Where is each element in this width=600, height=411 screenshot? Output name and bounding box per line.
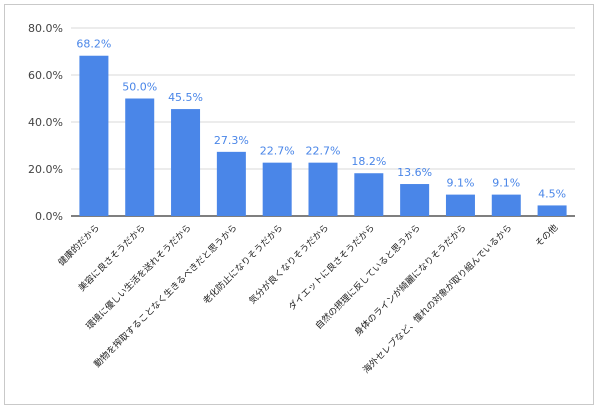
- data-label: 9.1%: [446, 177, 474, 190]
- data-label: 68.2%: [76, 38, 111, 51]
- data-labels: 68.2% 50.0% 45.5% 27.3% 22.7% 22.7% 18.2% 13.6%…: [76, 38, 566, 201]
- y-tick-label: 40.0%: [28, 116, 63, 129]
- category-label: ダイエットに良さそうだから: [286, 222, 377, 313]
- chart-frame: 0.0% 20.0% 40.0% 60.0% 80.0% 68.2% 50.0% 45.5%…: [4, 4, 594, 405]
- data-label: 22.7%: [306, 145, 341, 158]
- data-label: 22.7%: [260, 145, 295, 158]
- category-label: その他: [533, 222, 561, 250]
- category-label: 気分が良くなりそうだから: [246, 222, 331, 307]
- y-tick-label: 0.0%: [35, 210, 63, 223]
- category-label: 健康的だから: [55, 222, 102, 269]
- bar: [354, 173, 384, 216]
- bar: [125, 98, 155, 216]
- bar: [400, 184, 430, 216]
- bar: [262, 162, 292, 216]
- bar: [308, 162, 338, 216]
- bar: [445, 194, 475, 216]
- bar: [537, 205, 567, 216]
- bar: [216, 151, 246, 216]
- category-label: 海外セレブなど、憧れの対象が取り組んでいるから: [360, 222, 514, 376]
- y-tick-label: 20.0%: [28, 163, 63, 176]
- data-label: 13.6%: [397, 166, 432, 179]
- data-label: 9.1%: [492, 177, 520, 190]
- y-axis-ticks: 0.0% 20.0% 40.0% 60.0% 80.0%: [28, 22, 63, 223]
- data-label: 4.5%: [538, 187, 566, 200]
- y-tick-label: 80.0%: [28, 22, 63, 35]
- data-label: 50.0%: [122, 81, 157, 94]
- bar: [79, 55, 109, 217]
- bars: [79, 55, 567, 217]
- data-label: 27.3%: [214, 134, 249, 147]
- bar: [171, 109, 201, 216]
- category-labels: 健康的だから美容に良さそうだから環境に優しい生活を送れそうだから動物を搾取するこ…: [55, 222, 560, 376]
- data-label: 18.2%: [351, 155, 386, 168]
- data-label: 45.5%: [168, 91, 203, 104]
- y-tick-label: 60.0%: [28, 69, 63, 82]
- category-label: 老化防止になりそうだから: [200, 222, 285, 307]
- bar: [491, 194, 521, 216]
- bar-chart: 0.0% 20.0% 40.0% 60.0% 80.0% 68.2% 50.0% 45.5%…: [28, 22, 575, 376]
